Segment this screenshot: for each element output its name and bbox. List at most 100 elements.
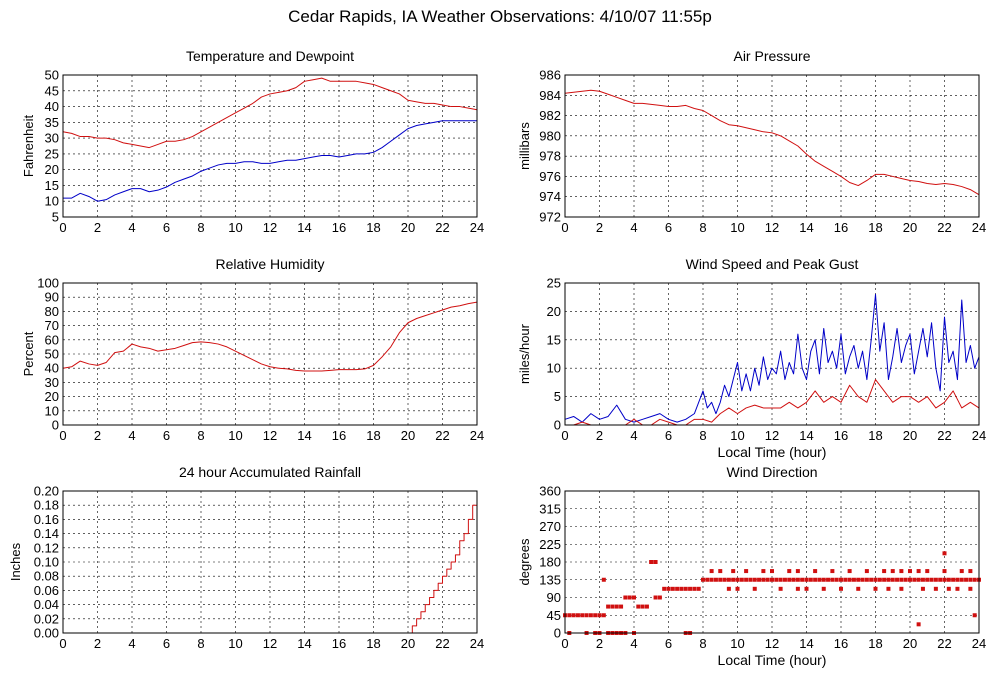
x-tick-label: 4 [128,428,135,443]
data-point [601,613,606,618]
x-tick-label: 16 [834,636,848,651]
x-tick-label: 22 [937,220,951,235]
data-point [968,569,973,574]
x-tick-label: 18 [366,428,380,443]
x-tick-label: 24 [972,636,986,651]
y-axis-label: Inches [8,542,23,581]
data-point [675,586,680,591]
chart-rain: 0 2 4 6 8 10 12 14 16 18 20 22 240.000.020.040.060.0… [8,464,484,651]
data-point [933,577,938,582]
data-point [726,577,731,582]
y-tick-label: 0.10 [34,555,59,570]
chart-title: Temperature and Dewpoint [186,48,354,64]
data-point [890,577,895,582]
data-point [959,577,964,582]
plot-frame [564,74,980,218]
y-tick-label: 90 [547,590,561,605]
y-tick-label: 0.08 [34,569,59,584]
y-tick-label: 80 [45,304,59,319]
x-tick-label: 14 [799,220,813,235]
chart-title: Wind Direction [726,464,817,480]
plot-frame [62,282,478,426]
data-point [748,577,753,582]
data-point [580,613,585,618]
data-point [942,569,947,574]
y-tick-label: 0.00 [34,626,59,641]
data-point [882,569,887,574]
series-line-blue [63,120,477,202]
y-tick-label: 30 [45,131,59,146]
series-line-blue [564,293,980,423]
x-tick-label: 6 [163,220,170,235]
y-tick-label: 0.18 [34,498,59,513]
y-tick-label: 5 [554,389,561,404]
data-point [804,586,809,591]
y-tick-label: 0.12 [34,540,59,555]
x-tick-label: 8 [699,636,706,651]
data-point [955,586,960,591]
x-tick-label: 6 [665,636,672,651]
y-tick-label: 45 [547,608,561,623]
data-point [567,613,572,618]
y-tick-label: 5 [52,210,59,225]
data-point [713,577,718,582]
data-point [826,577,831,582]
data-point [886,577,891,582]
x-tick-label: 0 [561,428,568,443]
data-point [644,604,649,609]
data-point [770,577,774,582]
y-tick-label: 10 [45,194,59,209]
x-tick-label: 10 [730,220,744,235]
x-tick-label: 4 [630,636,637,651]
data-point [968,577,973,582]
data-point [571,613,576,618]
data-point [636,604,641,609]
x-tick-label: 12 [765,636,779,651]
data-point [908,569,912,574]
x-tick-label: 20 [401,636,415,651]
plot-frame [564,490,980,634]
chart-title: Wind Speed and Peak Gust [686,256,859,272]
data-point [873,577,878,582]
data-point [593,613,598,618]
data-point [705,577,710,582]
data-point [623,595,628,600]
y-tick-label: 20 [45,389,59,404]
x-tick-label: 22 [435,220,449,235]
data-point [774,577,779,582]
data-point [933,586,938,591]
data-point [662,586,667,591]
data-point [847,577,852,582]
x-tick-label: 20 [903,428,917,443]
y-tick-label: 40 [45,361,59,376]
x-tick-label: 0 [59,220,66,235]
y-tick-label: 974 [539,189,561,204]
data-point [860,577,865,582]
data-point [735,586,740,591]
data-point [821,577,826,582]
data-point [731,569,736,574]
data-point [847,569,852,574]
y-tick-label: 70 [45,318,59,333]
data-point [791,577,796,582]
x-tick-label: 16 [834,220,848,235]
y-tick-label: 100 [37,276,59,291]
data-point [782,577,787,582]
data-point [757,577,762,582]
data-point [873,586,878,591]
x-tick-label: 10 [730,636,744,651]
y-axis-label: millibars [517,122,532,170]
data-point [765,577,770,582]
data-point [804,577,809,582]
data-point [843,577,848,582]
data-point [692,586,697,591]
data-point [761,577,766,582]
x-tick-label: 10 [228,636,242,651]
data-point [709,569,714,574]
x-tick-label: 0 [561,636,568,651]
chart-direction: 0 2 4 6 8 10 12 14 16 18 20 22 240459013518022527031… [517,464,986,668]
x-axis-label: Local Time (hour) [718,652,827,668]
x-tick-label: 4 [128,220,135,235]
y-tick-label: 0.06 [34,583,59,598]
data-point [795,586,800,591]
